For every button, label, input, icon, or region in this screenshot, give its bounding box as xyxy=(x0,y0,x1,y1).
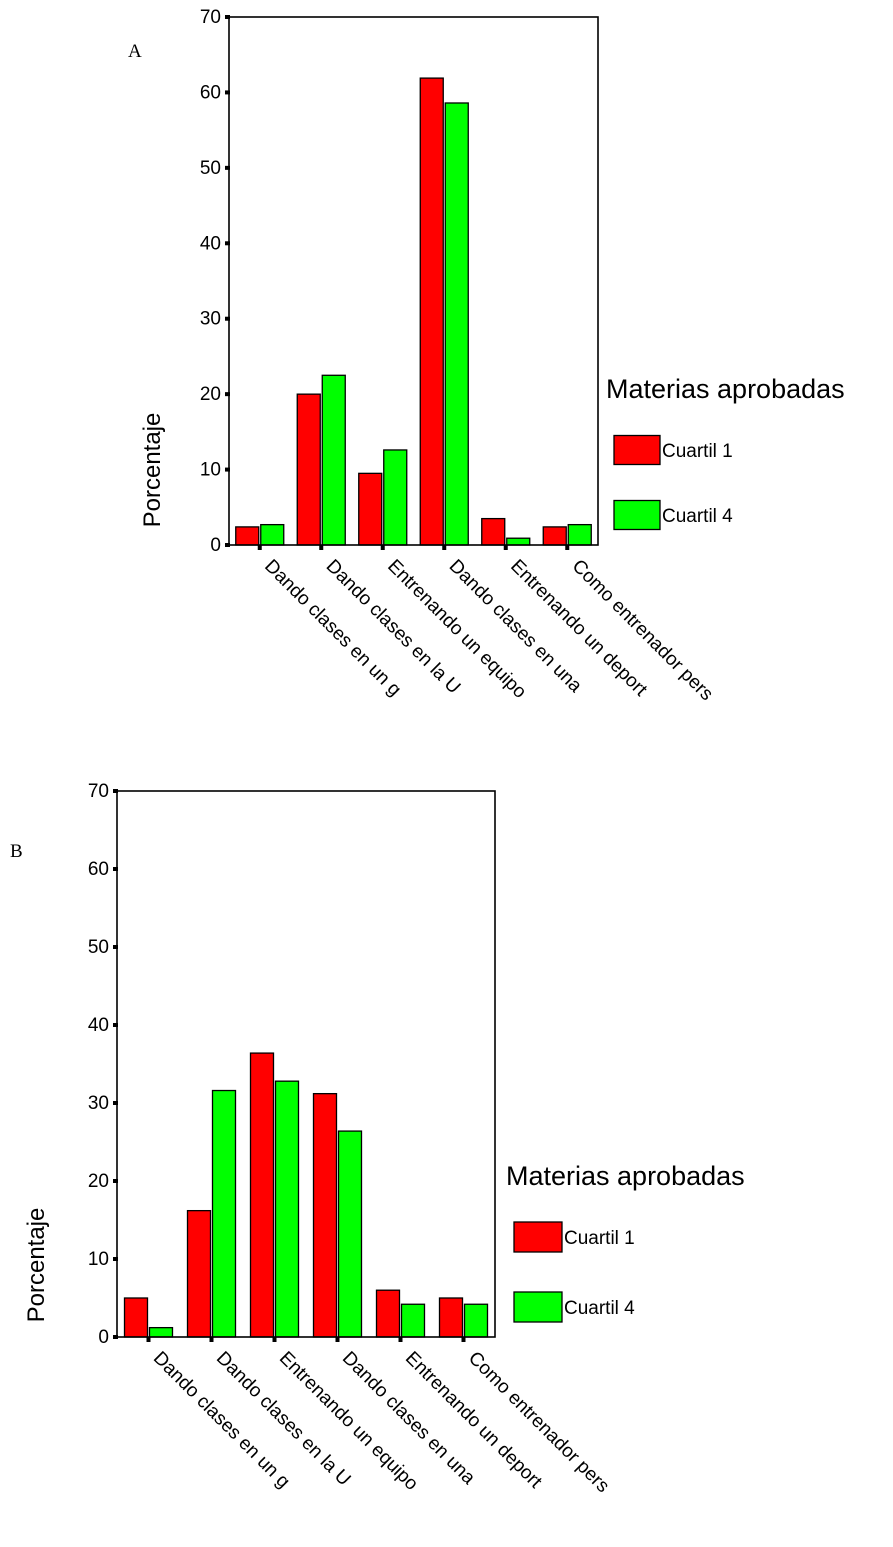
y-tick-mark xyxy=(113,1335,118,1339)
legend-entry-cuartil-1: Cuartil 1 xyxy=(662,441,733,462)
y-tick-label: 50 xyxy=(88,937,109,958)
x-tick-mark xyxy=(442,545,447,550)
x-tick-mark xyxy=(257,545,262,550)
y-tick-label: 50 xyxy=(200,158,221,179)
y-tick-label: 70 xyxy=(88,781,109,802)
bar-cuartil-1-2 xyxy=(296,393,321,546)
bar-cuartil-1-4 xyxy=(312,1092,338,1338)
y-tick-label: 30 xyxy=(88,1093,109,1114)
x-tick-mark xyxy=(272,1337,277,1342)
bar-cuartil-4-3 xyxy=(274,1080,300,1338)
y-tick-label: 70 xyxy=(200,7,221,28)
y-tick-mark xyxy=(225,467,230,472)
y-tick-label: 10 xyxy=(200,460,221,481)
y-tick-mark xyxy=(113,945,118,949)
y-tick-mark xyxy=(225,316,230,321)
panel-label: A xyxy=(128,41,142,62)
bar-cuartil-1-5 xyxy=(481,517,506,546)
bar-cuartil-4-5 xyxy=(400,1303,426,1338)
bar-cuartil-1-6 xyxy=(438,1297,464,1338)
bar-cuartil-1-6 xyxy=(542,526,567,546)
bar-cuartil-4-1 xyxy=(148,1326,174,1338)
y-tick-mark xyxy=(225,543,230,547)
legend-entry-cuartil-4: Cuartil 4 xyxy=(564,1298,635,1319)
x-tick-mark xyxy=(398,1337,403,1342)
y-tick-label: 20 xyxy=(88,1171,109,1192)
x-tick-mark xyxy=(461,1337,466,1342)
y-tick-label: 40 xyxy=(88,1015,109,1036)
legend-entry-cuartil-1: Cuartil 1 xyxy=(564,1228,635,1249)
bar-cuartil-4-4 xyxy=(337,1130,363,1338)
y-tick-mark xyxy=(225,90,230,95)
y-tick-label: 40 xyxy=(200,233,221,254)
bar-cuartil-4-6 xyxy=(567,523,592,546)
y-tick-mark xyxy=(225,165,230,170)
y-tick-mark xyxy=(225,392,230,397)
y-tick-label: 10 xyxy=(88,1249,109,1270)
y-tick-mark xyxy=(113,867,118,871)
legend-swatch-cuartil-1 xyxy=(513,1221,563,1253)
bar-cuartil-4-4 xyxy=(444,102,469,546)
bar-cuartil-1-5 xyxy=(375,1289,401,1338)
bar-cuartil-1-1 xyxy=(123,1297,149,1338)
y-tick-mark xyxy=(113,1101,118,1105)
y-axis-label: Porcentaje xyxy=(23,1208,50,1323)
bar-cuartil-4-1 xyxy=(260,523,285,546)
x-tick-mark xyxy=(319,545,324,550)
x-tick-mark xyxy=(565,545,570,550)
y-tick-label: 60 xyxy=(200,82,221,103)
y-tick-label: 0 xyxy=(98,1327,109,1348)
legend: Materias aprobadas Cuartil 1 Cuartil 4 xyxy=(606,374,845,531)
legend-title: Materias aprobadas xyxy=(506,1161,745,1191)
legend-swatch-cuartil-1 xyxy=(613,434,661,466)
y-axis-label: Porcentaje xyxy=(139,413,166,528)
legend-title: Materias aprobadas xyxy=(606,374,845,404)
x-tick-mark xyxy=(209,1337,214,1342)
y-tick-mark xyxy=(113,1179,118,1183)
y-tick-mark xyxy=(113,1257,118,1261)
x-tick-mark xyxy=(335,1337,340,1342)
y-tick-mark xyxy=(225,241,230,246)
panel-label: B xyxy=(10,841,23,862)
bar-cuartil-1-4 xyxy=(419,77,444,546)
y-tick-label: 30 xyxy=(200,309,221,330)
bar-cuartil-1-2 xyxy=(186,1209,212,1338)
y-tick-label: 60 xyxy=(88,859,109,880)
bar-cuartil-4-6 xyxy=(463,1303,489,1338)
plot-frame xyxy=(116,790,496,1338)
bar-cuartil-4-5 xyxy=(506,537,531,546)
x-tick-mark xyxy=(380,545,385,550)
bar-cuartil-4-3 xyxy=(383,449,408,546)
y-tick-label: 0 xyxy=(210,535,221,556)
y-tick-mark xyxy=(113,1023,118,1027)
bar-cuartil-1-3 xyxy=(358,472,383,546)
x-tick-mark xyxy=(503,545,508,550)
bar-cuartil-1-3 xyxy=(249,1052,275,1338)
bar-cuartil-4-2 xyxy=(321,374,346,546)
bar-cuartil-1-1 xyxy=(235,526,260,546)
legend: Materias aprobadas Cuartil 1 Cuartil 4 xyxy=(506,1161,745,1323)
legend-swatch-cuartil-4 xyxy=(613,499,661,531)
y-tick-label: 20 xyxy=(200,384,221,405)
y-tick-mark xyxy=(225,15,230,19)
bar-cuartil-4-2 xyxy=(211,1089,237,1338)
x-tick-mark xyxy=(146,1337,151,1342)
legend-entry-cuartil-4: Cuartil 4 xyxy=(662,506,733,527)
legend-swatch-cuartil-4 xyxy=(513,1291,563,1323)
y-tick-mark xyxy=(113,789,118,793)
plot-frame xyxy=(228,16,599,546)
